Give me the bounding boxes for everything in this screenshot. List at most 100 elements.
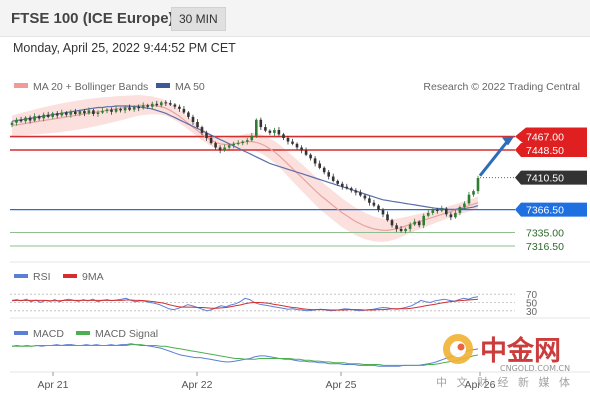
candle: [472, 189, 475, 197]
candle: [295, 142, 299, 150]
candle-body: [24, 117, 27, 122]
price-levels-layer: [10, 135, 515, 247]
support-price-label: 7316.50: [526, 241, 564, 253]
candle-body: [404, 228, 407, 232]
candle-body: [96, 112, 100, 114]
candle: [313, 156, 317, 167]
candle: [83, 108, 86, 117]
candle: [132, 105, 136, 112]
candle-body: [255, 119, 258, 136]
candle: [268, 129, 272, 136]
candle: [37, 114, 41, 121]
candle: [422, 213, 425, 229]
x-tick-label: Apr 22: [182, 379, 213, 391]
candle-body: [454, 212, 457, 218]
candle: [196, 119, 199, 129]
rsi-ma-line: [11, 298, 479, 311]
candle-body: [83, 111, 86, 114]
candle: [436, 207, 439, 214]
candle: [236, 140, 240, 146]
candle-body: [78, 111, 82, 114]
candle: [350, 186, 353, 193]
candle-body: [422, 215, 425, 226]
macd-signal-legend-swatch: [76, 331, 90, 335]
candle: [33, 113, 36, 122]
candle-body: [187, 112, 190, 117]
candle: [449, 212, 453, 221]
candle: [309, 153, 312, 161]
candle: [341, 181, 344, 190]
last-price-tag: 7410.50: [515, 170, 587, 185]
candle: [65, 111, 68, 117]
candle-body: [55, 113, 59, 116]
candle-body: [377, 205, 380, 210]
candle: [395, 223, 398, 232]
candle: [114, 106, 118, 114]
candle: [191, 114, 195, 125]
candle: [74, 108, 77, 116]
candle-body: [74, 111, 77, 114]
candle-body: [399, 228, 403, 232]
candle: [273, 127, 276, 136]
bb-legend-label: MA 20 + Bollinger Bands: [33, 81, 148, 93]
candle-body: [232, 143, 235, 146]
candle-body: [173, 104, 177, 107]
candle: [404, 227, 407, 234]
candle: [141, 102, 145, 110]
resistance-price-tag: 7448.50: [515, 143, 587, 157]
candle-body: [214, 143, 217, 148]
candle-body: [300, 147, 303, 151]
candle: [476, 175, 480, 194]
macd-signal-line: [12, 344, 479, 366]
candle: [123, 105, 127, 114]
candle-body: [250, 135, 254, 141]
candle-body: [182, 108, 186, 113]
x-tick-label: Apr 25: [326, 379, 357, 391]
candle-body: [164, 102, 168, 104]
last-price-label: 7410.50: [526, 173, 564, 185]
candle-body: [286, 138, 290, 142]
candle-body: [227, 145, 231, 148]
candle-body: [440, 208, 444, 211]
research-credit: Research © 2022 Trading Central: [423, 81, 580, 93]
rsi-legend-swatch: [14, 274, 28, 278]
candle-body: [236, 143, 240, 145]
candle-body: [15, 119, 18, 123]
interval-badge[interactable]: 30 MIN: [171, 7, 226, 31]
candle: [151, 101, 154, 110]
candle: [291, 138, 294, 146]
rsi-ma-legend-label: 9MA: [82, 271, 104, 283]
candle-body: [33, 116, 36, 121]
candle-body: [128, 107, 131, 110]
pivot-price-tag: 7366.50: [515, 202, 587, 217]
candle: [187, 111, 190, 120]
candle-body: [341, 183, 344, 187]
rsi-level-label: 50: [526, 299, 538, 310]
rsi-legend-label: RSI: [33, 271, 51, 283]
candle: [69, 109, 73, 118]
candle: [78, 109, 82, 117]
candle-body: [295, 143, 299, 148]
candle-body: [10, 122, 14, 125]
candle: [259, 117, 263, 130]
candle-body: [146, 105, 149, 107]
candle: [110, 107, 113, 115]
candle-body: [368, 198, 371, 203]
candle-body: [431, 210, 435, 213]
candle-body: [241, 141, 244, 144]
target-price-tag: 7467.00: [515, 127, 587, 146]
candle: [386, 211, 389, 222]
candle: [300, 145, 303, 154]
candle-body: [472, 191, 475, 195]
target-arrow-head: [502, 136, 514, 146]
candle: [286, 135, 290, 145]
macd-line: [11, 343, 479, 367]
candle: [372, 199, 376, 208]
candle-body: [110, 109, 113, 112]
candle: [250, 132, 254, 142]
candle: [327, 170, 330, 180]
candle-body: [467, 194, 471, 204]
candle-body: [42, 114, 45, 119]
